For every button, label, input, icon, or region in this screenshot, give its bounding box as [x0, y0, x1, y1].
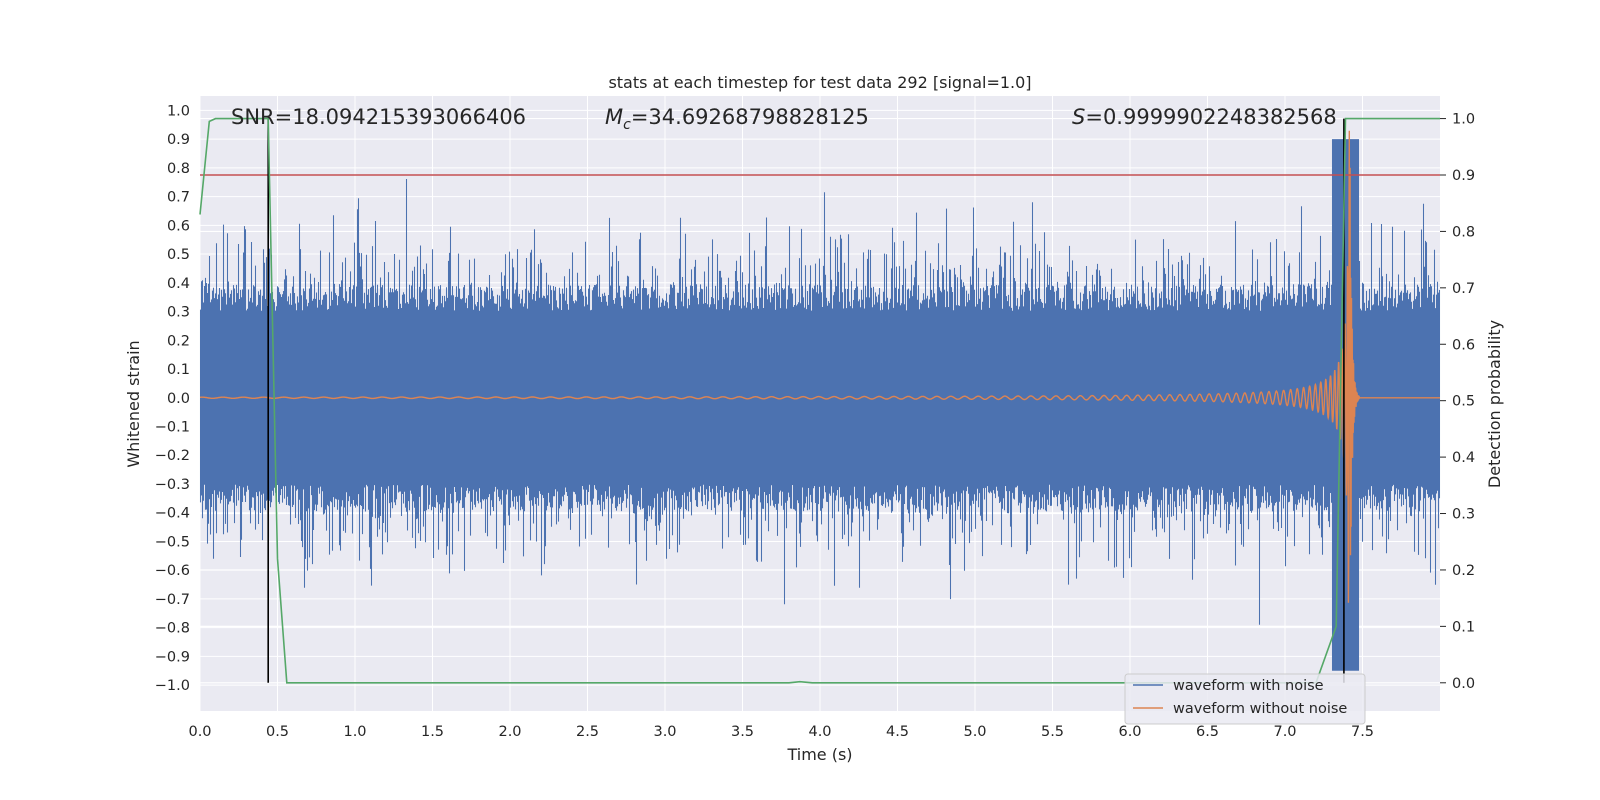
chirp-mass-subscript: c	[623, 117, 631, 133]
y-left-tick-label: −0.1	[155, 419, 190, 435]
x-axis-label: Time (s)	[786, 745, 852, 764]
snr-annotation: SNR=18.094215393066406	[231, 105, 526, 129]
y-right-tick-label: 0.6	[1452, 337, 1475, 353]
x-tick-label: 2.5	[576, 724, 599, 740]
chirp-mass-annotation: Mc=34.69268798828125	[605, 105, 869, 133]
x-tick-label: 5.5	[1041, 724, 1064, 740]
s-statistic-annotation: S=0.9999902248382568	[1072, 105, 1337, 129]
y-right-tick-label: 0.1	[1452, 619, 1475, 635]
y-left-tick-label: 0.4	[167, 276, 190, 292]
x-tick-label: 7.5	[1351, 724, 1374, 740]
y-left-tick-label: 0.3	[167, 305, 190, 321]
y-left-tick-label: −0.6	[155, 563, 190, 579]
y-right-tick-label: 0.0	[1452, 676, 1475, 692]
x-tick-label: 1.5	[421, 724, 444, 740]
y-right-tick-label: 0.9	[1452, 168, 1475, 184]
y-left-tick-label: 0.5	[167, 247, 190, 263]
x-tick-label: 3.5	[731, 724, 754, 740]
y-left-tick-label: −0.9	[155, 649, 190, 665]
y-right-tick-label: 0.4	[1452, 450, 1475, 466]
y-left-tick-label: 0.2	[167, 333, 190, 349]
x-tick-label: 1.0	[343, 724, 366, 740]
y-left-tick-label: 0.9	[167, 132, 190, 148]
y-right-tick-label: 0.5	[1452, 394, 1475, 410]
s-value: =0.9999902248382568	[1085, 105, 1336, 129]
y-left-tick-label: 0.0	[167, 391, 190, 407]
y-left-tick-label: −0.7	[155, 592, 190, 608]
y-right-tick-label: 0.3	[1452, 507, 1475, 523]
y-axis-label-right: Detection probability	[1485, 320, 1504, 488]
y-left-tick-label: 1.0	[167, 103, 190, 119]
y-left-tick-label: −0.3	[155, 477, 190, 493]
legend-box	[1124, 673, 1366, 725]
chirp-mass-symbol: M	[605, 105, 623, 129]
x-tick-label: 4.0	[808, 724, 831, 740]
y-left-tick-label: −0.8	[155, 621, 190, 637]
y-left-tick-label: 0.1	[167, 362, 190, 378]
y-left-tick-label: 0.8	[167, 161, 190, 177]
x-tick-label: 2.0	[498, 724, 521, 740]
y-axis-label-left: Whitened strain	[124, 340, 143, 467]
chart-title: stats at each timestep for test data 292…	[608, 73, 1031, 92]
legend-label-clean: waveform without noise	[1173, 701, 1347, 717]
probability-trace	[199, 117, 1440, 684]
x-tick-label: 7.0	[1273, 724, 1296, 740]
legend-label-noise: waveform with noise	[1173, 678, 1324, 694]
chirp-mass-value: =34.69268798828125	[631, 105, 869, 129]
series-detection-probability	[199, 117, 1440, 684]
y-left-tick-label: −1.0	[155, 678, 190, 694]
y-right-tick-labels: 1.0 0.9 0.8 0.7 0.6 0.5 0.4 0.3 0.2 0.1 0.0	[1440, 112, 1475, 692]
legend: waveform with noise waveform without noi…	[1124, 673, 1366, 725]
y-left-tick-label: −0.4	[155, 506, 190, 522]
x-tick-labels: 0.0 0.5 1.0 1.5 2.0 2.5 3.0 3.5 4.0 4.5 5.0 5.5 6.0 6…	[188, 724, 1374, 740]
x-tick-label: 6.0	[1118, 724, 1141, 740]
chirp-trace	[200, 130, 1440, 603]
x-tick-label: 0.0	[188, 724, 211, 740]
y-left-tick-label: 0.7	[167, 190, 190, 206]
x-tick-label: 4.5	[886, 724, 909, 740]
x-tick-label: 5.0	[963, 724, 986, 740]
x-tick-label: 6.5	[1196, 724, 1219, 740]
x-tick-label: 0.5	[266, 724, 289, 740]
y-left-tick-label: −0.2	[155, 448, 190, 464]
y-right-tick-label: 1.0	[1452, 112, 1475, 128]
y-left-tick-label: −0.5	[155, 534, 190, 550]
s-symbol: S	[1072, 105, 1085, 129]
y-right-tick-label: 0.7	[1452, 281, 1475, 297]
y-left-tick-label: 0.6	[167, 218, 190, 234]
y-right-tick-label: 0.8	[1452, 224, 1475, 240]
series-waveform-without-noise	[200, 130, 1440, 603]
y-right-tick-label: 0.2	[1452, 563, 1475, 579]
y-left-tick-labels: 1.0 0.9 0.8 0.7 0.6 0.5 0.4 0.3 0.2 0.1 0.0 −0.1 −0.…	[155, 103, 190, 694]
x-tick-label: 3.0	[653, 724, 676, 740]
